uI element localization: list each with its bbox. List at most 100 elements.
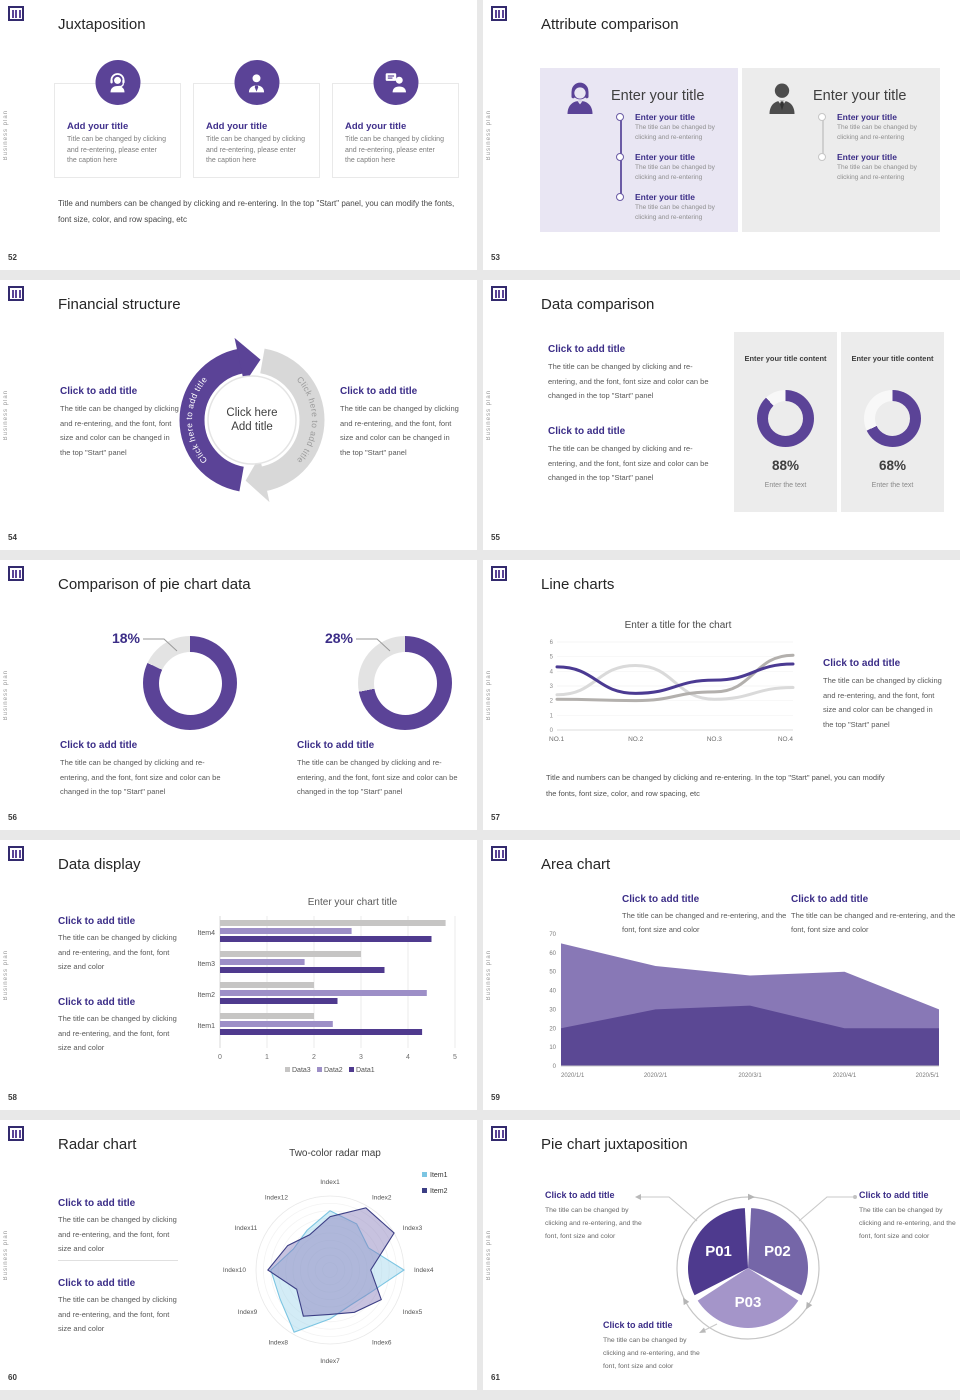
feature-card[interactable]: Add your title Title can be changed by c… bbox=[193, 60, 320, 178]
slide-55[interactable]: Business plan Data comparison Click to a… bbox=[483, 280, 960, 550]
leader-lines bbox=[143, 638, 391, 652]
brand-logo-icon bbox=[491, 6, 507, 21]
chart-element: NO.3 bbox=[707, 736, 723, 743]
chart-element bbox=[387, 77, 393, 79]
chart-element bbox=[392, 86, 406, 92]
slide-60[interactable]: Business plan Radar chart Two-color rada… bbox=[0, 1120, 477, 1390]
block-heading: Click to add title bbox=[791, 894, 869, 905]
chart-element bbox=[220, 928, 352, 934]
donut-hole bbox=[158, 651, 222, 715]
vertical-brand-label: Business plan bbox=[486, 670, 492, 721]
slide-title: Attribute comparison bbox=[541, 16, 679, 33]
slide-58[interactable]: Business plan Data display Click to add … bbox=[0, 840, 477, 1110]
donut-chart-68 bbox=[864, 390, 921, 447]
block-body: The title can be changed by clicking and… bbox=[823, 676, 942, 729]
feature-card[interactable]: Add your title Title can be changed by c… bbox=[332, 60, 459, 178]
chart-element: 10 bbox=[549, 1045, 556, 1051]
woman-icon bbox=[567, 82, 593, 114]
chart-element bbox=[110, 72, 125, 80]
divider-line bbox=[58, 1260, 178, 1261]
donut-chart-18 bbox=[143, 636, 237, 730]
donut-chart-28 bbox=[358, 636, 452, 730]
slide-59[interactable]: Business plan Area chart Click to add ti… bbox=[483, 840, 960, 1110]
timeline-dot-icon bbox=[616, 153, 624, 161]
chart-element: Item4 bbox=[197, 930, 215, 937]
block-heading: Click to add title bbox=[297, 740, 375, 751]
brand-logo-icon bbox=[491, 846, 507, 861]
stat-card-caption: Enter the text bbox=[871, 482, 914, 489]
block-body: The title can be changed by clicking and… bbox=[548, 444, 709, 482]
stat-card-caption: Enter the text bbox=[764, 482, 807, 489]
block-body: The title can be changed by clicking and… bbox=[297, 758, 458, 796]
timeline-item: Enter your title The title can be change… bbox=[540, 152, 732, 182]
block-heading: Click to add title bbox=[859, 1190, 929, 1200]
chart-element bbox=[635, 1194, 641, 1200]
chart-element bbox=[114, 76, 121, 84]
area-chart: 0 10 20 30 40 50 60 70 2020/1/1 2020/2/1 2020/3/1 2… bbox=[549, 932, 939, 1079]
block-heading: Click to add title bbox=[545, 1190, 615, 1200]
comparison-panel-left[interactable]: Enter your title Enter your title The ti… bbox=[540, 68, 738, 232]
chart-element: 50 bbox=[549, 970, 556, 976]
slide-number: 55 bbox=[491, 533, 500, 542]
chart-element: NO.1 bbox=[549, 736, 565, 743]
timeline-item-title: Enter your title bbox=[837, 112, 897, 122]
chart-element: Index3 bbox=[403, 1225, 423, 1232]
slide-57[interactable]: Business plan Line charts Enter a title … bbox=[483, 560, 960, 830]
chart-element bbox=[561, 1005, 939, 1066]
chart-element: 4 bbox=[550, 669, 554, 675]
chart-element: Index10 bbox=[223, 1267, 247, 1274]
slide-title: Comparison of pie chart data bbox=[58, 576, 251, 593]
block-body: The title can be changed and re-entering… bbox=[791, 911, 956, 934]
slide-title: Area chart bbox=[541, 856, 611, 873]
chart-element bbox=[774, 83, 790, 98]
slide-54[interactable]: Business plan Financial structure Click … bbox=[0, 280, 477, 550]
bar-chart: 0 1 2 3 4 5 Item4 Item3 Item2 Item1 Data3 Data2 Data… bbox=[197, 916, 457, 1074]
stat-card[interactable]: Enter your title content 88% Enter the t… bbox=[734, 332, 837, 512]
chart-element: Index11 bbox=[235, 1225, 258, 1232]
timeline-item-caption: The title can be changed by clicking and… bbox=[635, 164, 715, 181]
block-body: The title can be changed by clicking and… bbox=[545, 1207, 642, 1240]
chart-element bbox=[574, 87, 586, 99]
block-body: The title can be changed by clicking and… bbox=[58, 933, 177, 971]
chart-element bbox=[300, 1240, 361, 1301]
chart-element bbox=[220, 967, 385, 973]
chart-element: Index9 bbox=[238, 1309, 258, 1316]
chart-element: 1 bbox=[550, 713, 554, 719]
chart-element bbox=[805, 1301, 813, 1310]
chart-element bbox=[571, 90, 575, 99]
chart-element bbox=[179, 348, 245, 492]
slide-52[interactable]: Business plan Juxtaposition Add your tit… bbox=[0, 0, 477, 270]
timeline-item: Enter your title The title can be change… bbox=[540, 192, 732, 222]
chart-element bbox=[252, 73, 261, 82]
chart-element bbox=[263, 1203, 397, 1337]
chart-element: Index8 bbox=[268, 1340, 288, 1347]
timeline-item: Enter your title The title can be change… bbox=[540, 112, 732, 142]
block-body: The title can be changed by clicking and… bbox=[60, 758, 221, 796]
pie-chart: P01 P02 P03 bbox=[676, 1193, 820, 1340]
vertical-brand-label: Business plan bbox=[486, 950, 492, 1001]
chart-element: 2 bbox=[550, 699, 554, 705]
feature-card[interactable]: Add your title Title can be changed by c… bbox=[54, 60, 181, 178]
slide-56[interactable]: Business plan Comparison of pie chart da… bbox=[0, 560, 477, 830]
chart-element: Item2 bbox=[197, 992, 215, 999]
chart-element: Index5 bbox=[403, 1309, 423, 1316]
stat-card[interactable]: Enter your title content 68% Enter the t… bbox=[841, 332, 944, 512]
chart-element: 30 bbox=[549, 1007, 556, 1013]
block-body: The title can be changed by clicking and… bbox=[340, 404, 459, 457]
chart-element: 2 bbox=[312, 1054, 316, 1061]
chart-element bbox=[385, 72, 397, 81]
chart-element: 3 bbox=[550, 684, 554, 690]
vertical-brand-label: Business plan bbox=[3, 110, 9, 161]
comparison-panel-right[interactable]: Enter your title Enter your title The ti… bbox=[742, 68, 940, 232]
card-title: Add your title bbox=[206, 121, 268, 132]
leader-lines bbox=[635, 1194, 857, 1333]
slide-61[interactable]: Business plan Pie chart juxtaposition Cl… bbox=[483, 1120, 960, 1390]
donut-hole bbox=[875, 401, 910, 436]
chart-element bbox=[143, 638, 178, 652]
brand-logo-icon bbox=[8, 6, 24, 21]
chart-element bbox=[322, 1262, 338, 1278]
block-heading: Click to add title bbox=[548, 426, 626, 437]
chart-element bbox=[220, 990, 427, 996]
slide-53[interactable]: Business plan Attribute comparison Enter… bbox=[483, 0, 960, 270]
businessman-icon bbox=[248, 73, 265, 92]
